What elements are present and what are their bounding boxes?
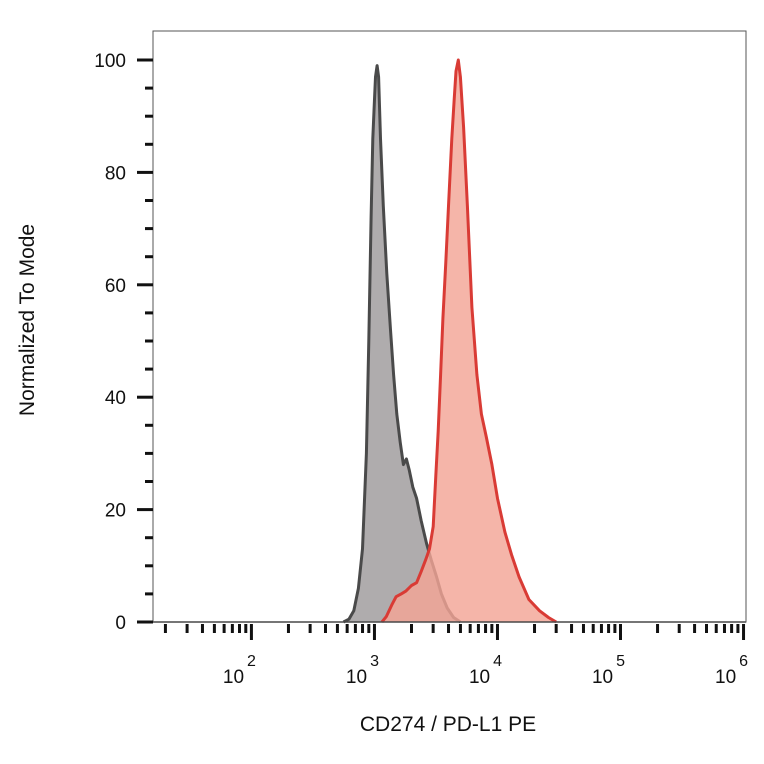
x-axis: 102 103 104 105 106 <box>163 624 748 688</box>
series-2-line <box>380 58 557 624</box>
y-axis-title: Normalized To Mode <box>16 224 39 416</box>
series-layer <box>153 58 746 624</box>
y-tick-label: 0 <box>115 613 126 634</box>
y-tick-label: 100 <box>94 51 126 72</box>
series-2-area <box>381 60 557 622</box>
x-tick-label: 102 <box>223 653 256 688</box>
y-tick-label: 40 <box>105 388 126 409</box>
x-axis-title: CD274 / PD-L1 PE <box>360 713 536 736</box>
y-tick-label: 60 <box>105 276 126 297</box>
x-tick-label: 104 <box>469 653 502 688</box>
x-tick-label: 105 <box>592 653 625 688</box>
y-tick-label: 20 <box>105 501 126 522</box>
x-tick-label: 103 <box>346 653 379 688</box>
x-tick-label: 106 <box>715 653 748 688</box>
plot-frame <box>152 30 747 623</box>
y-axis: 0 20 40 60 80 100 <box>94 51 153 634</box>
y-tick-label: 80 <box>105 163 126 184</box>
